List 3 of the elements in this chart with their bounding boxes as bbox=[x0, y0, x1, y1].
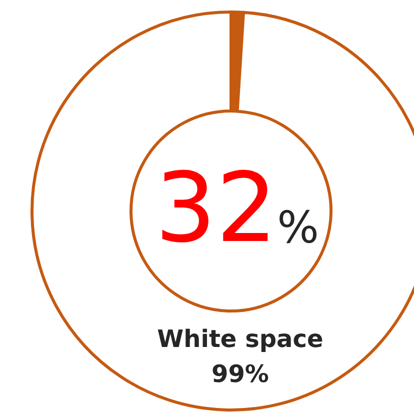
text: 32% bbox=[155, 152, 319, 264]
data-label: 99% bbox=[211, 360, 269, 388]
slice-label: White space bbox=[157, 324, 324, 353]
